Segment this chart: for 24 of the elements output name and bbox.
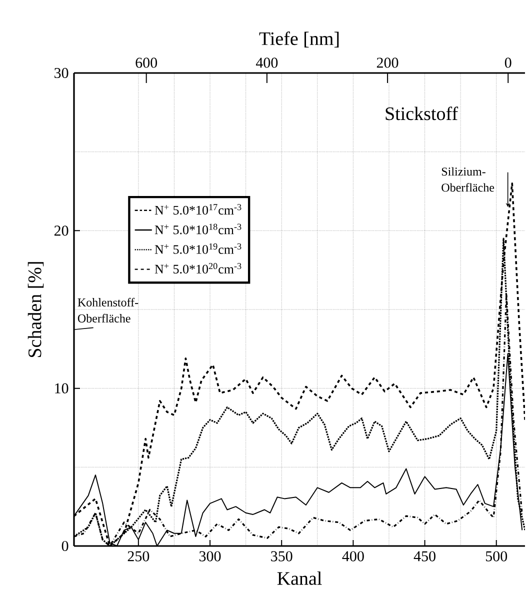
x-tick-label: 350 xyxy=(271,551,292,562)
y-tick-label: 0 xyxy=(62,540,68,552)
y-tick-label: 20 xyxy=(54,226,68,236)
legend-label: N$^{+}$ 5.0*10$^{20}$cm$^{-3}$ xyxy=(154,262,242,274)
x-tick-label: 450 xyxy=(414,551,436,562)
legend-label: N$^{+}$ 5.0*10$^{19}$cm$^{-3}$ xyxy=(154,243,242,254)
legend-label: N$^{+}$ 5.0*10$^{18}$cm$^{-3}$ xyxy=(154,224,242,234)
annotation: Silizium-Oberfläche xyxy=(442,167,494,192)
x2-tick-label: 0 xyxy=(504,58,512,68)
x-tick-label: 300 xyxy=(199,551,221,562)
y-tick-label: 10 xyxy=(55,383,68,394)
y-tick-label: 30 xyxy=(54,68,68,78)
y-axis-title: Schaden [%] xyxy=(28,262,44,358)
x-tick-label: 250 xyxy=(128,551,150,562)
x2-tick-label: 400 xyxy=(256,58,278,68)
legend-label: N$^{+}$ 5.0*10$^{17}$cm$^{-3}$ xyxy=(154,204,242,215)
x-tick-label: 500 xyxy=(486,551,508,562)
annotation: Stickstoff xyxy=(386,106,458,120)
x2-tick-label: 200 xyxy=(376,58,398,68)
x2-axis-title: Tiefe [nm] xyxy=(259,32,339,48)
annotation: Kohlenstoff-Oberfläche xyxy=(78,298,138,322)
x-axis-title: Kanal xyxy=(277,572,322,585)
x-tick-label: 400 xyxy=(342,551,364,562)
x2-tick-label: 600 xyxy=(136,58,158,68)
